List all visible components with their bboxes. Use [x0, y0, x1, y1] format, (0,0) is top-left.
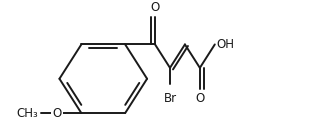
Text: O: O — [53, 107, 62, 120]
Text: Br: Br — [163, 92, 177, 105]
Text: OH: OH — [217, 38, 235, 51]
Text: O: O — [195, 92, 204, 105]
Text: CH₃: CH₃ — [16, 107, 38, 120]
Text: O: O — [150, 1, 160, 14]
